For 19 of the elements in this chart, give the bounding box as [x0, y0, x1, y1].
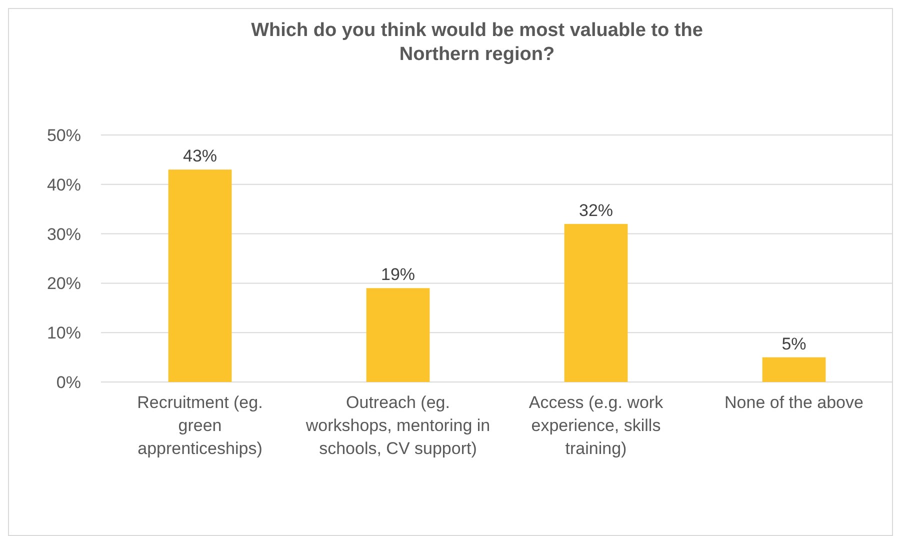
data-label: 32%	[578, 200, 614, 220]
data-label: 5%	[782, 334, 806, 354]
bar	[762, 357, 826, 382]
y-tick-label: 0%	[56, 372, 81, 392]
bar	[366, 288, 430, 382]
y-tick-label: 20%	[46, 274, 81, 294]
y-tick-label: 40%	[46, 175, 81, 194]
x-tick-label: Outreach (eg. workshops, mentoring in schools, CV support)	[304, 393, 490, 458]
data-label: 19%	[380, 265, 416, 284]
x-tick-label: Access (e.g. work experience, skills training)	[528, 393, 664, 458]
bar	[168, 170, 232, 382]
y-tick-label: 10%	[46, 324, 81, 343]
data-label: 43%	[182, 146, 218, 166]
x-tick-label: Recruitment (eg. green apprenticeships)	[137, 393, 263, 458]
x-tick-label: None of the above	[724, 393, 864, 412]
y-tick-label: 50%	[46, 126, 81, 145]
chart-title: Which do you think would be most valuable to the Northern region?	[251, 20, 703, 65]
y-tick-label: 30%	[46, 224, 81, 244]
bar	[564, 224, 628, 382]
